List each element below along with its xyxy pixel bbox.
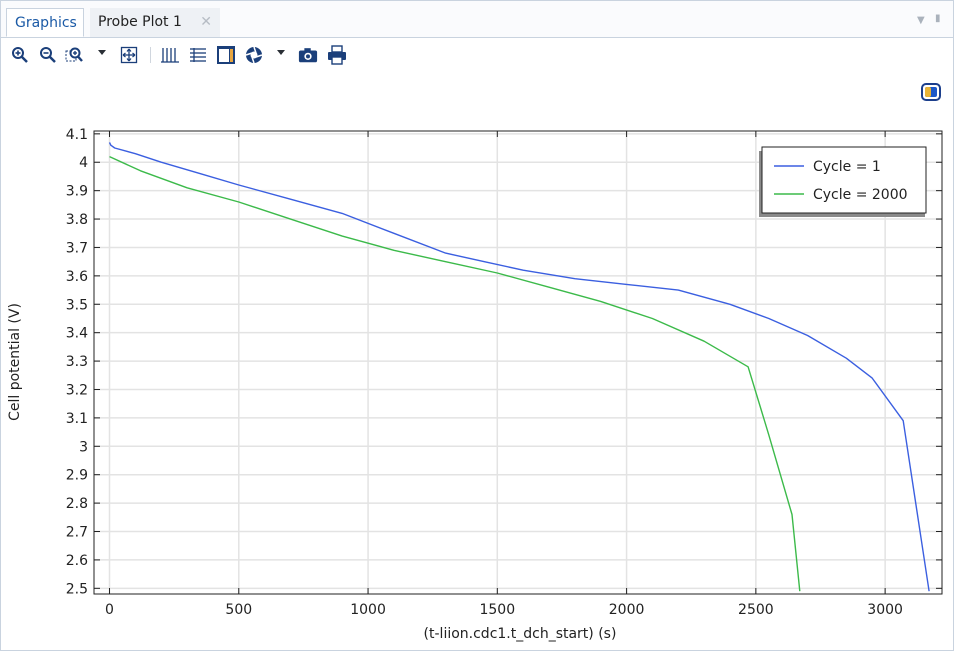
y-tick-label: 4.1 — [66, 127, 88, 143]
app-logo-icon — [921, 83, 941, 101]
toolbar-separator — [150, 47, 151, 63]
legend-label-cycle-2000: Cycle = 2000 — [813, 187, 908, 203]
scene-light-icon[interactable] — [244, 45, 264, 65]
y-tick-label: 2.9 — [66, 468, 88, 484]
zoom-extents-icon[interactable] — [119, 45, 139, 65]
tab-probe-plot[interactable]: Probe Plot 1 ✕ — [90, 8, 220, 37]
zoom-box-icon[interactable] — [65, 45, 85, 65]
legend-label-cycle-1: Cycle = 1 — [813, 159, 881, 175]
zoom-out-icon[interactable] — [38, 45, 58, 65]
print-icon[interactable] — [327, 45, 347, 65]
y-tick-label: 3.5 — [66, 297, 88, 313]
x-tick-label: 500 — [225, 602, 252, 618]
plot-window-icon[interactable] — [216, 45, 236, 65]
series-line-cycle-1 — [108, 142, 930, 592]
chart-legend: Cycle = 1 Cycle = 2000 — [759, 146, 927, 217]
x-tick-label: 1000 — [350, 602, 386, 618]
tab-graphics[interactable]: Graphics — [6, 8, 84, 37]
y-tick-label: 2.5 — [66, 581, 88, 597]
y-tick-label: 3.9 — [66, 184, 88, 200]
tab-probe-plot-label: Probe Plot 1 — [98, 14, 182, 30]
pin-icon[interactable]: ▮ — [935, 13, 941, 24]
tab-bar: Graphics Probe Plot 1 ✕ ▼ ▮ — [1, 1, 953, 38]
x-tick-label: 3000 — [867, 602, 903, 618]
probe-plot-area: 4.1 4 3.9 3.8 3.7 3.6 3.5 3.4 3.3 3.2 3.1 3 2.9 2.8 2.… — [1, 73, 953, 651]
y-tick-label: 3.8 — [66, 212, 88, 228]
y-tick-label: 3.4 — [66, 326, 88, 342]
x-tick-label: 2000 — [609, 602, 645, 618]
zoom-in-icon[interactable] — [10, 45, 30, 65]
y-tick-label: 2.8 — [66, 496, 88, 512]
close-icon[interactable]: ✕ — [200, 14, 212, 30]
x-tick-label: 1500 — [479, 602, 515, 618]
table-icon[interactable] — [188, 45, 208, 65]
plot-frame — [93, 130, 943, 595]
grid-lines-icon[interactable] — [160, 45, 180, 65]
series-line-cycle-2000 — [109, 155, 801, 592]
y-tick-label: 2.6 — [66, 553, 88, 569]
line-chart: 4.1 4 3.9 3.8 3.7 3.6 3.5 3.4 3.3 3.2 3.1 3 2.9 2.8 2.… — [7, 127, 943, 642]
x-tick-label: 2500 — [738, 602, 774, 618]
y-tick-label: 2.7 — [66, 525, 88, 541]
y-tick-label: 4 — [79, 155, 88, 171]
y-axis-label: Cell potential (V) — [7, 303, 23, 421]
y-tick-label: 3.3 — [66, 354, 88, 370]
y-tick-label: 3.6 — [66, 269, 88, 285]
tab-graphics-label: Graphics — [15, 15, 77, 31]
view-menu-icon[interactable]: ▼ — [917, 15, 925, 26]
graphics-toolbar — [1, 38, 953, 72]
camera-icon[interactable] — [298, 45, 318, 65]
scene-light-dropdown-icon[interactable] — [277, 50, 285, 55]
x-axis-label: (t-liion.cdc1.t_dch_start) (s) — [424, 626, 617, 642]
y-tick-label: 3.2 — [66, 382, 88, 398]
x-tick-label: 0 — [105, 602, 114, 618]
y-tick-label: 3.7 — [66, 240, 88, 256]
zoom-dropdown-icon[interactable] — [98, 50, 106, 55]
y-tick-label: 3.1 — [66, 411, 88, 427]
y-tick-label: 3 — [79, 439, 88, 455]
